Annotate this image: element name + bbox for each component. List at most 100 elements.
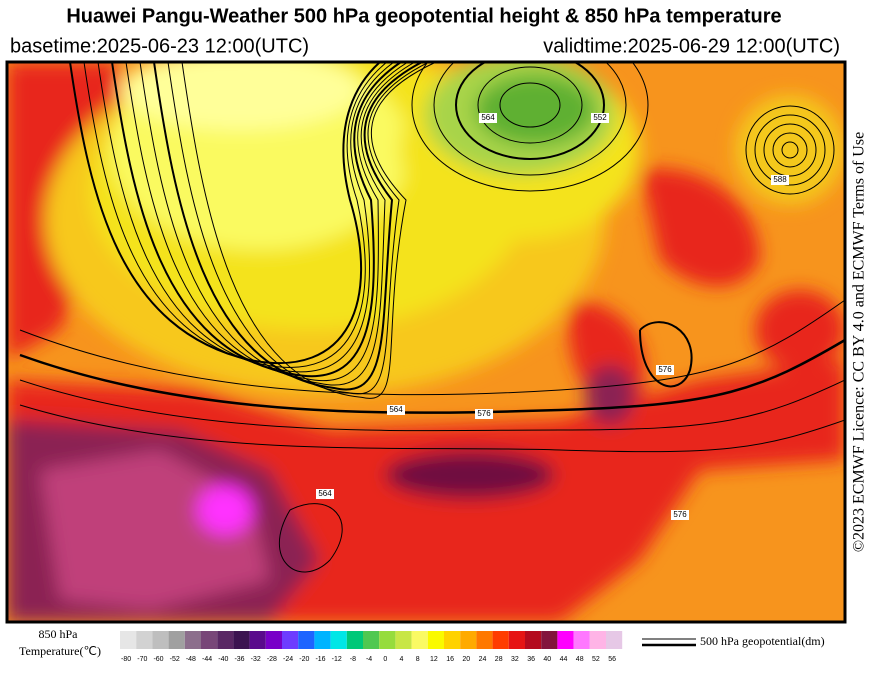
colorbar-swatch — [476, 631, 493, 649]
colorbar-swatch — [557, 631, 574, 649]
colorbar-swatch — [265, 631, 282, 649]
colorbar-swatch — [589, 631, 606, 649]
colorbar-swatch — [136, 631, 153, 649]
colorbar-swatch — [395, 631, 412, 649]
contour — [19, 299, 845, 396]
contour-label: 576 — [658, 365, 672, 374]
colorbar-tick-label: 8 — [416, 656, 420, 663]
contour-label-bg — [316, 489, 334, 499]
colorbar-tick-label: 44 — [560, 656, 568, 663]
legend-title: Temperature(℃) — [19, 644, 101, 658]
colorbar-tick-label: -8 — [350, 656, 356, 663]
colorbar-tick-label: -32 — [251, 656, 261, 663]
colorbar-tick-label: -20 — [299, 656, 309, 663]
map: 564 576 576 588 552 564 576 564 — [7, 62, 845, 622]
contour — [772, 132, 808, 168]
colorbar-swatch — [217, 631, 234, 649]
contour-label: 564 — [389, 405, 403, 414]
contour — [139, 62, 416, 386]
colorbar-tick-label: 12 — [430, 656, 438, 663]
colorbar-tick-label: 0 — [383, 656, 387, 663]
colorbar-swatch — [298, 631, 315, 649]
colorbar: -80 -70 -60 -52 -48 -44 -40 -36 -32 -28 -24 -20 -16-… — [120, 631, 623, 663]
title: Huawei Pangu-Weather 500 hPa geopotentia… — [66, 5, 781, 27]
colorbar-swatch — [379, 631, 396, 649]
contour — [111, 62, 402, 378]
colorbar-swatch — [168, 631, 185, 649]
colorbar-tick-label: 32 — [511, 656, 519, 663]
contour — [763, 123, 817, 177]
colorbar-swatch — [541, 631, 558, 649]
contour-label: 588 — [773, 175, 787, 184]
colorbar-tick-label: 28 — [495, 656, 503, 663]
colorbar-swatch — [427, 631, 444, 649]
colorbar-swatch — [120, 631, 137, 649]
colorbar-tick-label: 56 — [608, 656, 616, 663]
colorbar-tick-label: 4 — [400, 656, 404, 663]
contour-legend-label: 500 hPa geopotential(dm) — [700, 634, 825, 648]
colorbar-swatch — [152, 631, 169, 649]
contour — [19, 404, 845, 453]
contour-label-bg — [479, 113, 497, 123]
contour — [167, 62, 430, 395]
contour — [19, 338, 845, 414]
colorbar-swatch — [363, 631, 380, 649]
geopotential-contours — [19, 62, 845, 573]
contour — [754, 114, 826, 186]
colorbar-tick-label: 20 — [462, 656, 470, 663]
colorbar-swatch — [184, 631, 201, 649]
colorbar-swatch — [233, 631, 250, 649]
contour-label-bg — [387, 405, 405, 415]
colorbar-tick-label: 52 — [592, 656, 600, 663]
contour-label-bg — [656, 365, 674, 375]
colorbar-tick-label: -60 — [153, 656, 163, 663]
contour-label-bg — [671, 510, 689, 520]
colorbar-swatch — [492, 631, 509, 649]
contour — [97, 62, 395, 373]
colorbar-tick-label: 40 — [543, 656, 551, 663]
colorbar-tick-label: 16 — [446, 656, 454, 663]
colorbar-swatch — [411, 631, 428, 649]
contour — [745, 105, 835, 195]
colorbar-swatch — [573, 631, 590, 649]
colorbar-tick-label: -44 — [202, 656, 212, 663]
contour-label: 576 — [673, 510, 687, 519]
colorbar-tick-label: -16 — [315, 656, 325, 663]
colorbar-tick-label: 24 — [479, 656, 487, 663]
colorbar-swatch — [249, 631, 266, 649]
colorbar-swatch — [314, 631, 331, 649]
contour — [278, 503, 343, 573]
colorbar-swatch — [460, 631, 477, 649]
colorbar-tick-label: 36 — [527, 656, 535, 663]
contour — [477, 66, 583, 144]
contour — [153, 62, 423, 391]
contour — [83, 62, 388, 368]
contour-labels: 564 576 576 588 552 564 576 564 — [316, 113, 789, 520]
colorbar-swatch — [201, 631, 218, 649]
contour — [69, 62, 381, 365]
contour — [181, 62, 437, 399]
colorbar-swatch — [606, 631, 623, 649]
colorbar-swatch — [330, 631, 347, 649]
colorbar-swatch — [508, 631, 525, 649]
contour — [499, 82, 561, 128]
contour — [433, 62, 627, 176]
contour-label-bg — [475, 409, 493, 419]
colorbar-tick-label: -70 — [137, 656, 147, 663]
contour — [455, 62, 605, 160]
colorbar-tick-label: -80 — [121, 656, 131, 663]
colorbar-tick-label: -4 — [366, 656, 372, 663]
colorbar-tick-label: -40 — [218, 656, 228, 663]
contour-label: 564 — [481, 113, 495, 122]
contour — [781, 141, 799, 159]
contour-label: 576 — [477, 409, 491, 418]
map-frame — [5, 60, 847, 624]
colorbar-tick-label: -28 — [267, 656, 277, 663]
colorbar-tick-label: -36 — [234, 656, 244, 663]
legend-title: 850 hPa — [39, 627, 79, 641]
colorbar-swatch — [346, 631, 363, 649]
contour — [125, 62, 409, 381]
contour-label: 552 — [593, 113, 607, 122]
credit: ©2023 ECMWF Licence: CC BY 4.0 and ECMWF… — [851, 132, 868, 552]
